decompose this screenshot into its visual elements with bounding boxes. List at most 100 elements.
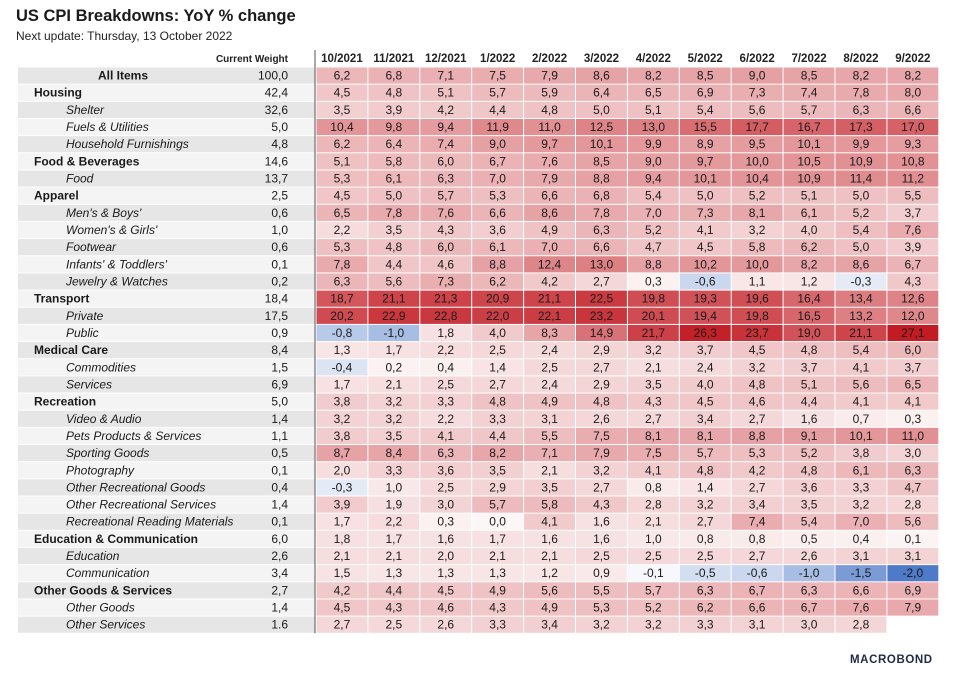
cell-value-label: 4,1 — [853, 395, 870, 409]
heatmap-cell — [835, 118, 887, 136]
heatmap-cell — [627, 324, 679, 342]
cell-value-label: 6,7 — [749, 583, 766, 597]
heatmap-cell — [679, 273, 731, 290]
cell-value-label: 3,8 — [853, 446, 870, 460]
cell-value-label: 1,6 — [541, 532, 558, 546]
cell-value-label: 3,4 — [697, 412, 714, 426]
row-label: Sporting Goods — [66, 446, 149, 460]
cell-value-label: 2,1 — [541, 549, 558, 563]
cell-value-label: 9,4 — [645, 172, 662, 186]
cell-value-label: 1,6 — [437, 532, 454, 546]
cell-value-label: 5,0 — [697, 189, 714, 203]
cell-value-label: 6,3 — [334, 275, 351, 289]
heatmap-cell — [316, 170, 368, 187]
heatmap-cell — [576, 118, 627, 136]
heatmap-cell — [835, 324, 887, 342]
heatmap-cell — [679, 359, 731, 376]
row-label-band — [18, 67, 315, 84]
cell-value-label: 4,0 — [801, 223, 818, 237]
cell-value-label: 7,4 — [437, 137, 454, 151]
cell-value-label: 0,3 — [437, 515, 454, 529]
cell-value-label: 4,1 — [541, 515, 558, 529]
heatmap-cell — [472, 616, 524, 633]
row-label-band — [18, 256, 315, 273]
heatmap-cell — [316, 84, 368, 101]
heatmap-cell — [316, 496, 368, 513]
cell-value-label: 2,7 — [593, 480, 610, 494]
heatmap-cell — [420, 239, 472, 256]
heatmap-cell — [368, 547, 420, 565]
cell-value-label: 1,7 — [334, 515, 351, 529]
cell-value-label: 0,7 — [853, 412, 870, 426]
heatmap-cell — [420, 170, 472, 187]
heatmap-cell — [835, 496, 887, 513]
cell-value-label: 2,7 — [749, 412, 766, 426]
heatmap-cell — [420, 324, 472, 342]
heatmap-cell — [783, 599, 835, 616]
row-label-band — [18, 290, 315, 307]
heatmap-cell — [472, 410, 524, 427]
heatmap-cell — [835, 67, 887, 84]
cell-value-label: 1,7 — [386, 343, 403, 357]
heatmap-cell — [679, 204, 731, 221]
cell-value-label: 19,8 — [745, 309, 769, 323]
cell-value-label: 8,8 — [489, 257, 506, 271]
cell-value-label: 10,1 — [849, 429, 873, 443]
cell-value-label: 8,1 — [749, 206, 766, 220]
heatmap-cell — [576, 445, 627, 462]
heatmap-cell — [731, 239, 783, 256]
heatmap-cell — [368, 342, 420, 359]
cell-value-label: 1,5 — [334, 566, 351, 580]
cell-value-label: 7,9 — [593, 446, 610, 460]
heatmap-cell — [472, 445, 524, 462]
heatmap-cell — [627, 256, 679, 273]
cell-value-label: 4,3 — [593, 498, 610, 512]
cell-value-label: 2,7 — [645, 412, 662, 426]
row-label-band — [18, 101, 315, 118]
cell-value-label: 7,0 — [541, 240, 558, 254]
heatmap-cell — [524, 239, 575, 256]
cell-value-label: 0,8 — [749, 532, 766, 546]
cell-value-label: 9,0 — [489, 137, 506, 151]
row-label-band — [18, 427, 315, 445]
cell-value-label: 6,0 — [437, 154, 454, 168]
heatmap-cell — [368, 136, 420, 153]
cell-value-label: 5,1 — [334, 154, 351, 168]
heatmap-cell — [368, 204, 420, 221]
heatmap-cell — [576, 565, 627, 582]
heatmap-cell — [887, 324, 939, 342]
cell-value-label: 3,8 — [334, 395, 351, 409]
row-label-band — [18, 118, 315, 136]
heatmap-cell — [887, 101, 939, 118]
heatmap-cell — [679, 239, 731, 256]
heatmap-cell — [524, 376, 575, 393]
heatmap-cell — [835, 513, 887, 530]
cell-value-label: 8,6 — [593, 69, 610, 83]
cell-value-label: 0,3 — [645, 275, 662, 289]
heatmap-cell — [420, 136, 472, 153]
heatmap-cell — [368, 170, 420, 187]
heatmap-cell — [576, 204, 627, 221]
heatmap-cell — [524, 547, 575, 565]
cell-value-label: 5,8 — [386, 154, 403, 168]
cell-value-label: 15,5 — [694, 120, 718, 134]
cell-value-label: 5,8 — [541, 498, 558, 512]
cell-value-label: 10,4 — [330, 120, 354, 134]
heatmap-cell — [368, 462, 420, 479]
heatmap-cell — [731, 462, 783, 479]
cell-value-label: 13,2 — [849, 309, 873, 323]
cell-value-label: 19,6 — [745, 292, 769, 306]
cell-value-label: 22,5 — [590, 292, 614, 306]
cell-value-label: 23,2 — [590, 309, 614, 323]
heatmap-cell — [731, 342, 783, 359]
heatmap-cell — [731, 530, 783, 547]
heatmap-cell — [316, 376, 368, 393]
cell-value-label: 3,7 — [697, 343, 714, 357]
heatmap-cell — [783, 153, 835, 170]
cell-value-label: 5,9 — [541, 86, 558, 100]
row-weight: 42,4 — [265, 86, 289, 100]
heatmap-cell — [524, 599, 575, 616]
cell-value-label: 6,6 — [749, 601, 766, 615]
heatmap-cell — [524, 479, 575, 496]
heatmap-cell — [576, 496, 627, 513]
